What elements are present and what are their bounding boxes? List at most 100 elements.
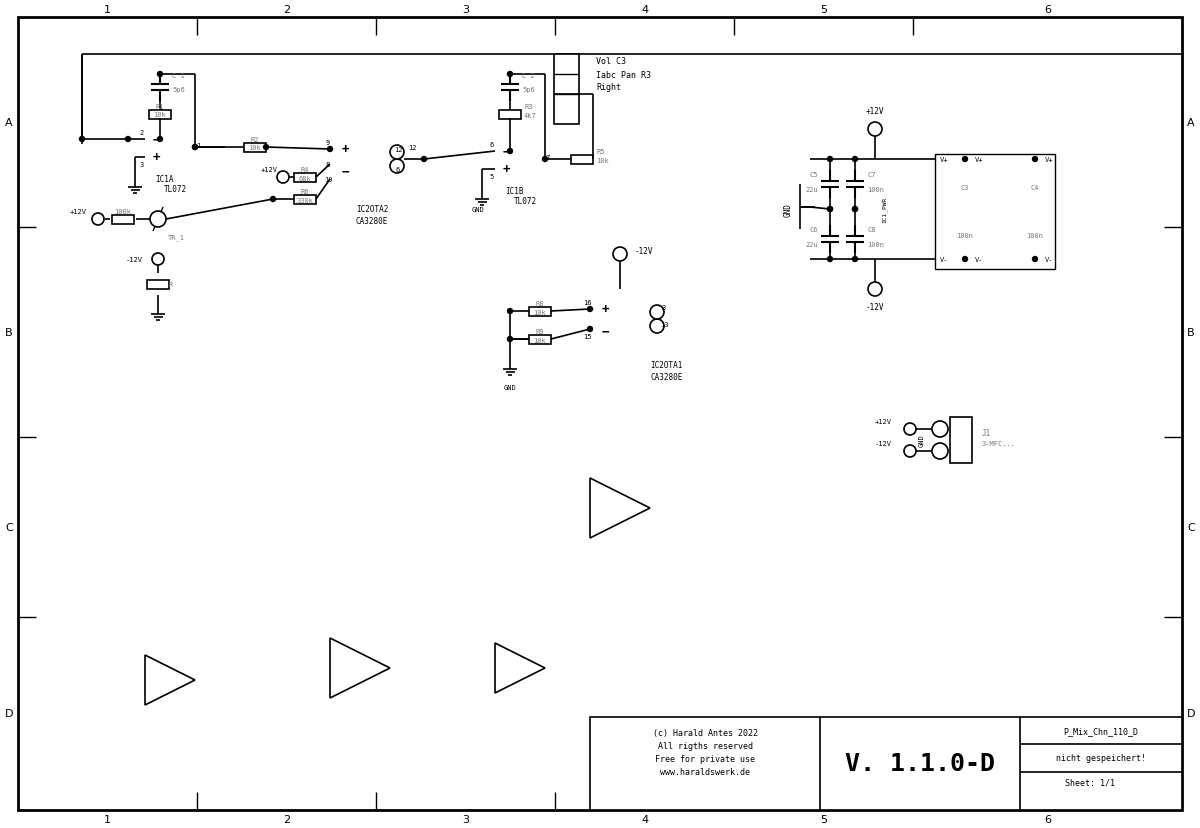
Circle shape bbox=[79, 137, 84, 142]
Text: R5: R5 bbox=[596, 149, 605, 155]
Text: +12V: +12V bbox=[70, 209, 86, 214]
Circle shape bbox=[962, 157, 967, 162]
Text: C: C bbox=[5, 522, 13, 532]
Text: 22u: 22u bbox=[805, 187, 818, 193]
Text: 10k: 10k bbox=[596, 158, 608, 164]
Text: 10k: 10k bbox=[534, 310, 546, 315]
Text: 10: 10 bbox=[324, 177, 332, 183]
Text: 4k7: 4k7 bbox=[524, 113, 536, 119]
Text: 3-MFC...: 3-MFC... bbox=[982, 440, 1016, 446]
Polygon shape bbox=[330, 638, 390, 698]
Bar bbox=[529, 308, 551, 316]
Text: 8: 8 bbox=[326, 161, 330, 168]
Circle shape bbox=[390, 146, 404, 160]
Circle shape bbox=[650, 306, 664, 320]
Text: B: B bbox=[5, 328, 13, 338]
Text: 6: 6 bbox=[1044, 814, 1051, 824]
Text: V. 1.1.0-D: V. 1.1.0-D bbox=[845, 751, 995, 775]
Text: 1: 1 bbox=[104, 814, 112, 824]
Circle shape bbox=[852, 157, 858, 162]
Text: 1: 1 bbox=[104, 5, 112, 15]
Text: V-: V- bbox=[1045, 257, 1054, 262]
Text: +: + bbox=[341, 143, 349, 156]
Text: V+: V+ bbox=[1045, 156, 1054, 163]
Text: Iabc Pan R3: Iabc Pan R3 bbox=[596, 70, 652, 79]
Circle shape bbox=[588, 307, 593, 312]
Text: 22u: 22u bbox=[805, 242, 818, 248]
Text: −: − bbox=[341, 166, 349, 178]
Bar bbox=[148, 281, 169, 290]
Text: P_Mix_Chn_110_D: P_Mix_Chn_110_D bbox=[1063, 727, 1139, 735]
Text: 5: 5 bbox=[820, 814, 827, 824]
Circle shape bbox=[904, 445, 916, 457]
Circle shape bbox=[508, 309, 512, 314]
Text: +: + bbox=[601, 303, 608, 316]
Text: R: R bbox=[168, 282, 173, 287]
Bar bbox=[112, 216, 134, 224]
Circle shape bbox=[1032, 157, 1038, 162]
Circle shape bbox=[904, 423, 916, 436]
Circle shape bbox=[508, 72, 512, 77]
Bar bbox=[554, 55, 580, 125]
Text: V+: V+ bbox=[976, 156, 984, 163]
Bar bbox=[244, 144, 266, 153]
Text: IC1_PWR: IC1_PWR bbox=[882, 196, 888, 223]
Text: C8: C8 bbox=[868, 227, 876, 233]
Text: 100n: 100n bbox=[868, 187, 884, 193]
Text: 13: 13 bbox=[660, 321, 668, 328]
Text: −: − bbox=[601, 325, 608, 338]
Text: GND: GND bbox=[472, 207, 485, 213]
Text: TR_1: TR_1 bbox=[168, 234, 185, 241]
Circle shape bbox=[192, 146, 198, 151]
Text: 10k: 10k bbox=[154, 112, 167, 118]
Text: TL072: TL072 bbox=[514, 197, 536, 206]
Text: C5: C5 bbox=[810, 171, 818, 178]
Text: −: − bbox=[503, 146, 510, 158]
Text: TL072: TL072 bbox=[163, 185, 186, 195]
Bar bbox=[294, 195, 316, 205]
Text: 12: 12 bbox=[394, 147, 402, 153]
Text: 5: 5 bbox=[490, 174, 494, 180]
Text: C 1: C 1 bbox=[172, 73, 185, 79]
Text: 10k: 10k bbox=[248, 145, 262, 151]
Circle shape bbox=[868, 123, 882, 137]
Circle shape bbox=[150, 212, 166, 228]
Text: 6: 6 bbox=[490, 142, 494, 148]
Text: C3: C3 bbox=[961, 185, 970, 190]
Circle shape bbox=[962, 258, 967, 262]
Text: IC2OTA1: IC2OTA1 bbox=[650, 360, 683, 369]
Text: +12V: +12V bbox=[875, 418, 892, 425]
Text: 3: 3 bbox=[462, 5, 469, 15]
Text: 16: 16 bbox=[583, 300, 592, 306]
Circle shape bbox=[542, 157, 547, 162]
Text: 100k: 100k bbox=[114, 209, 132, 214]
Text: Free for private use: Free for private use bbox=[655, 754, 755, 763]
Circle shape bbox=[828, 258, 833, 262]
Text: R6: R6 bbox=[301, 189, 310, 195]
Bar bbox=[529, 335, 551, 344]
Text: R9: R9 bbox=[535, 329, 545, 335]
Bar bbox=[590, 717, 1182, 810]
Circle shape bbox=[192, 146, 198, 151]
Text: +: + bbox=[152, 152, 160, 164]
Text: 3: 3 bbox=[140, 161, 144, 168]
Text: A: A bbox=[5, 118, 13, 128]
Text: 12: 12 bbox=[408, 145, 416, 151]
Text: R8: R8 bbox=[535, 301, 545, 306]
Polygon shape bbox=[145, 655, 196, 705]
Text: nicht gespeichert!: nicht gespeichert! bbox=[1056, 753, 1146, 763]
Circle shape bbox=[152, 253, 164, 266]
Text: R2: R2 bbox=[251, 137, 259, 142]
Circle shape bbox=[588, 327, 593, 332]
Circle shape bbox=[932, 444, 948, 460]
Circle shape bbox=[157, 137, 162, 142]
Polygon shape bbox=[590, 479, 650, 538]
Circle shape bbox=[508, 149, 512, 154]
Text: +: + bbox=[503, 163, 510, 176]
Circle shape bbox=[828, 207, 833, 212]
Bar bbox=[499, 111, 521, 120]
Text: +12V: +12V bbox=[260, 166, 277, 173]
Text: IC1A: IC1A bbox=[156, 176, 174, 185]
Circle shape bbox=[828, 157, 833, 162]
Circle shape bbox=[828, 207, 833, 212]
